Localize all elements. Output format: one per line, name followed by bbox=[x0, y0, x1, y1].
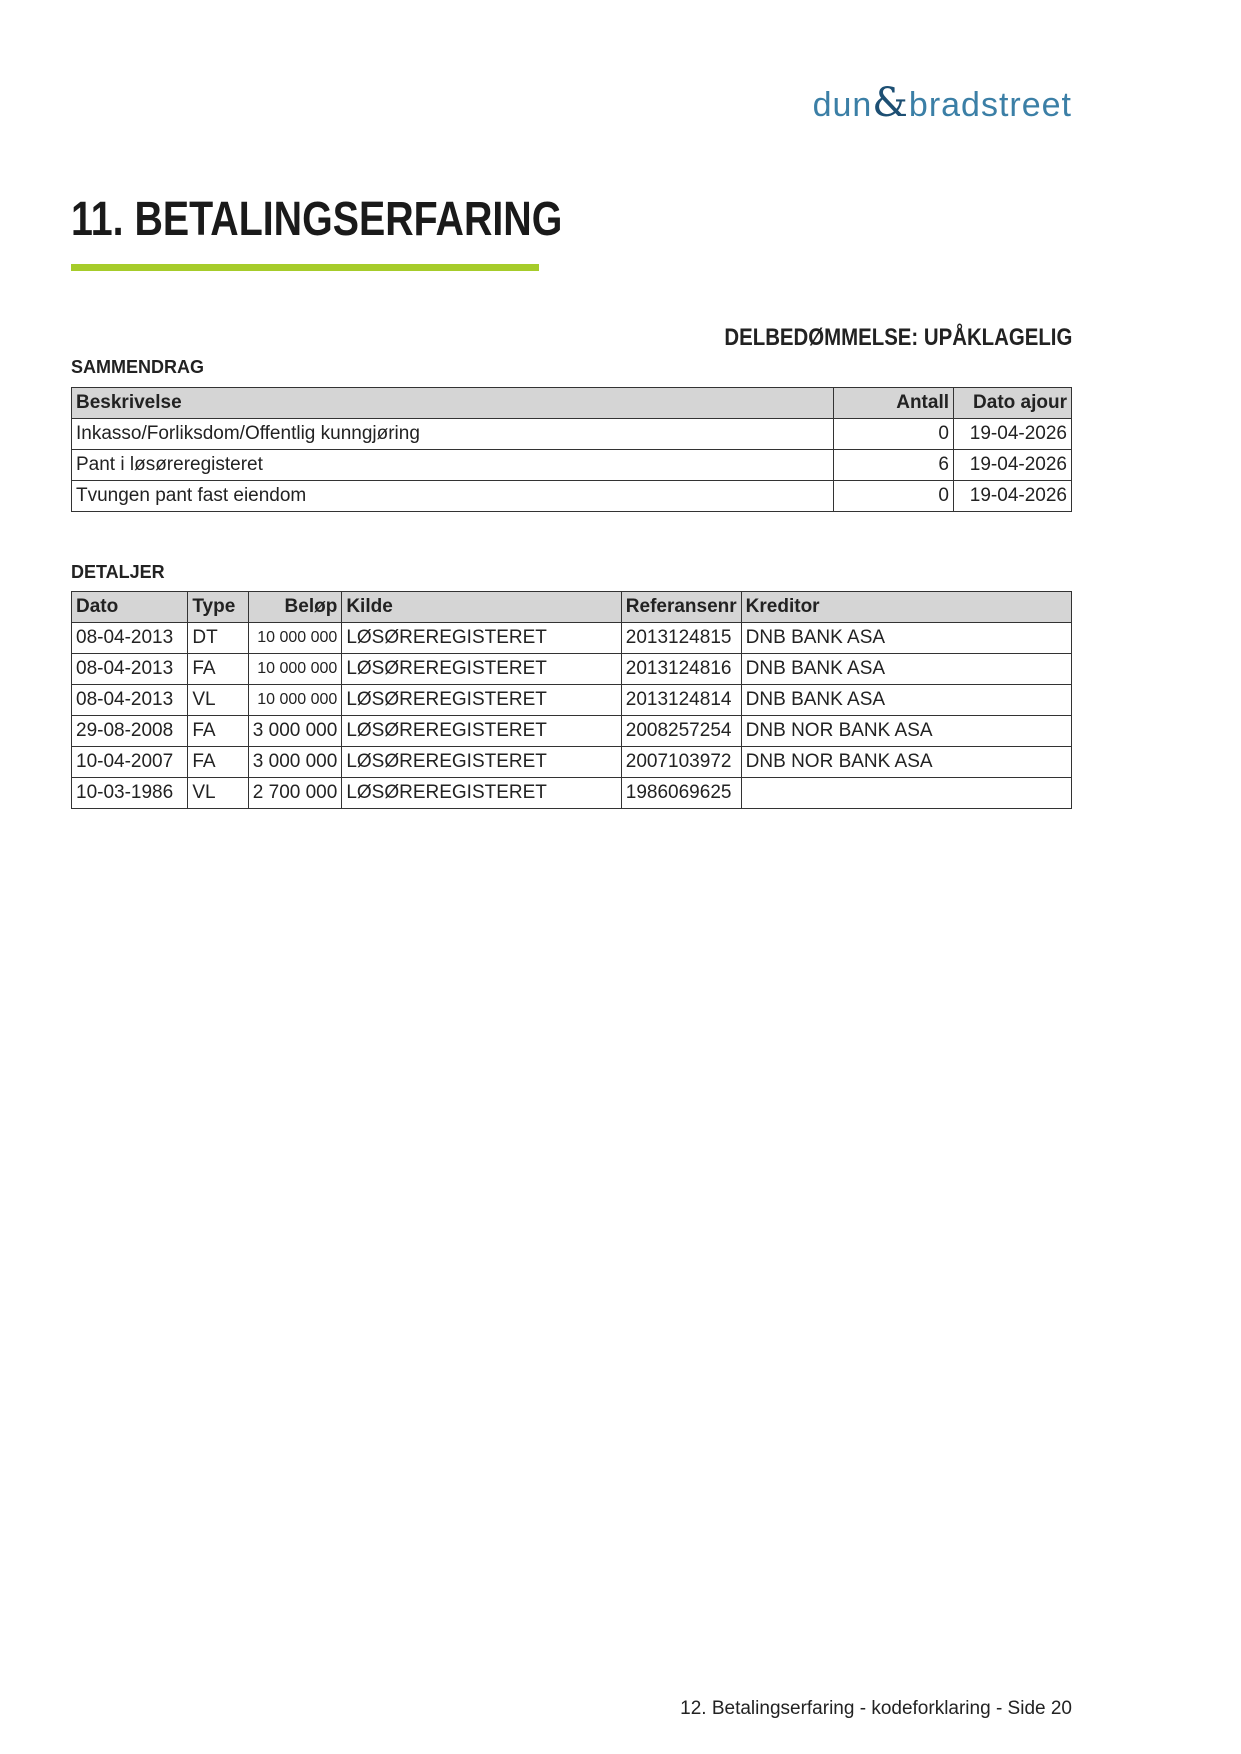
table-cell: 3 000 000 bbox=[247, 746, 343, 778]
details-table: Dato Type Beløp Kilde Referansenr Kreditor 08-… bbox=[70, 591, 1073, 809]
footer: 12. Betalingserfaring - kodeforklaring -… bbox=[680, 1698, 1072, 1719]
column-header: Type bbox=[187, 591, 249, 623]
table-row: 08-04-2013 VL 10 000 000 LØSØREREGISTERET 20… bbox=[70, 684, 1073, 716]
table-cell bbox=[740, 777, 1073, 809]
column-header: Referansenr bbox=[620, 591, 742, 623]
column-header: Dato ajour bbox=[953, 387, 1072, 419]
table-cell: 08-04-2013 bbox=[70, 622, 189, 654]
logo-text: dun bbox=[812, 86, 873, 124]
table-cell: DNB NOR BANK ASA bbox=[740, 715, 1073, 747]
table-cell: 1986069625 bbox=[620, 777, 742, 809]
table-cell: 10-03-1986 bbox=[70, 777, 189, 809]
table-cell: Tvungen pant fast eiendom bbox=[71, 480, 834, 512]
logo-text: bradstreet bbox=[908, 86, 1072, 124]
table-cell: FA bbox=[187, 746, 249, 778]
rating: DELBEDØMMELSE: UPÅKLAGELIG bbox=[724, 324, 1072, 351]
header-row: Dato Type Beløp Kilde Referansenr Kreditor bbox=[70, 591, 1073, 623]
table-cell: 6 bbox=[833, 449, 954, 481]
title-underline bbox=[71, 264, 539, 271]
summary-table: Beskrivelse Antall Dato ajour Inkasso/Forli… bbox=[71, 387, 1072, 512]
table-cell: Inkasso/Forliksdom/Offentlig kunngjøring bbox=[71, 418, 834, 450]
table-row: 10-03-1986 VL 2 700 000 LØSØREREGISTERET 198… bbox=[70, 777, 1073, 809]
section-heading: DETALJER bbox=[71, 562, 165, 582]
table-cell: 3 000 000 bbox=[247, 715, 343, 747]
table-cell: FA bbox=[187, 653, 249, 685]
table-cell: 10 000 000 bbox=[247, 684, 343, 716]
column-header: Antall bbox=[833, 387, 954, 419]
table-cell: 08-04-2013 bbox=[70, 653, 189, 685]
table-cell: 19-04-2026 bbox=[953, 449, 1072, 481]
table-cell: VL bbox=[187, 777, 249, 809]
column-header: Kilde bbox=[341, 591, 622, 623]
table-cell: 2013124814 bbox=[620, 684, 742, 716]
table-cell: DNB BANK ASA bbox=[740, 622, 1073, 654]
header-row: Beskrivelse Antall Dato ajour bbox=[71, 387, 1072, 419]
table-cell: 10 000 000 bbox=[247, 653, 343, 685]
table-cell: 19-04-2026 bbox=[953, 480, 1072, 512]
column-header: Beløp bbox=[247, 591, 343, 623]
table-cell: VL bbox=[187, 684, 249, 716]
table-cell: LØSØREREGISTERET bbox=[341, 715, 622, 747]
table-cell: DNB NOR BANK ASA bbox=[740, 746, 1073, 778]
table-cell: 2 700 000 bbox=[247, 777, 343, 809]
table-row: 08-04-2013 DT 10 000 000 LØSØREREGISTERET 20… bbox=[70, 622, 1073, 654]
table-cell: LØSØREREGISTERET bbox=[341, 777, 622, 809]
table-cell: FA bbox=[187, 715, 249, 747]
table-cell: 2008257254 bbox=[620, 715, 742, 747]
table-cell: 10 000 000 bbox=[247, 622, 343, 654]
title: 11. BETALINGSERFARING bbox=[71, 193, 563, 246]
table-cell: 2013124816 bbox=[620, 653, 742, 685]
table-cell: Pant i løsøreregisteret bbox=[71, 449, 834, 481]
table-cell: DNB BANK ASA bbox=[740, 653, 1073, 685]
table-cell: DNB BANK ASA bbox=[740, 684, 1073, 716]
table-cell: LØSØREREGISTERET bbox=[341, 684, 622, 716]
table-cell: 2007103972 bbox=[620, 746, 742, 778]
table-cell: 08-04-2013 bbox=[70, 684, 189, 716]
column-header: Kreditor bbox=[740, 591, 1073, 623]
table-cell: LØSØREREGISTERET bbox=[341, 622, 622, 654]
table-row: 08-04-2013 FA 10 000 000 LØSØREREGISTERET 20… bbox=[70, 653, 1073, 685]
table-row: Inkasso/Forliksdom/Offentlig kunngjøring… bbox=[71, 418, 1072, 450]
table-cell: 29-08-2008 bbox=[70, 715, 189, 747]
table-cell: 10-04-2007 bbox=[70, 746, 189, 778]
section-heading: SAMMENDRAG bbox=[71, 357, 204, 377]
table-cell: 2013124815 bbox=[620, 622, 742, 654]
table-cell: LØSØREREGISTERET bbox=[341, 746, 622, 778]
table-row: Pant i løsøreregisteret 6 19-04-2026 bbox=[71, 449, 1072, 481]
table-cell: 0 bbox=[833, 480, 954, 512]
table-cell: 0 bbox=[833, 418, 954, 450]
table-cell: LØSØREREGISTERET bbox=[341, 653, 622, 685]
table-row: Tvungen pant fast eiendom 0 19-04-2026 bbox=[71, 480, 1072, 512]
table-cell: DT bbox=[187, 622, 249, 654]
table-cell: 19-04-2026 bbox=[953, 418, 1072, 450]
logo: dun&bradstreet bbox=[813, 80, 1072, 126]
column-header: Dato bbox=[70, 591, 189, 623]
logo-amp: & bbox=[872, 80, 909, 126]
table-row: 10-04-2007 FA 3 000 000 LØSØREREGISTERET 200… bbox=[70, 746, 1073, 778]
table-row: 29-08-2008 FA 3 000 000 LØSØREREGISTERET 200… bbox=[70, 715, 1073, 747]
column-header: Beskrivelse bbox=[71, 387, 834, 419]
